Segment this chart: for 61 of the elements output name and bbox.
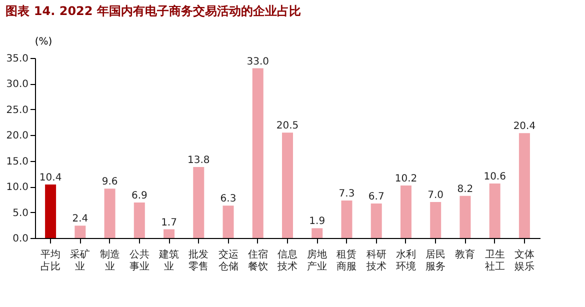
x-tick-label: 租赁商服: [336, 248, 357, 272]
y-tick-label: 30.0: [6, 79, 28, 90]
x-tick-label: 信息技术: [276, 248, 298, 272]
x-tick-label: 卫生社工: [484, 248, 505, 272]
bar: [252, 68, 264, 238]
y-tick-label: 35.0: [6, 54, 28, 64]
bar: [164, 229, 175, 238]
bar: [518, 133, 530, 238]
data-label: 20.4: [513, 121, 536, 132]
bar: [74, 226, 86, 238]
data-label: 6.3: [220, 194, 236, 205]
bar: [193, 167, 204, 238]
data-label: 6.7: [368, 192, 384, 203]
x-tick-label: 科研技术: [365, 248, 386, 272]
x-tick-label: 住宿餐饮: [248, 248, 268, 272]
bar: [104, 188, 116, 238]
bar: [370, 204, 382, 238]
y-axis-title: (%): [34, 36, 52, 48]
x-tick-label: 建筑业: [158, 248, 180, 272]
data-label: 1.7: [161, 217, 177, 228]
bar: [134, 202, 145, 238]
data-label: 7.3: [338, 188, 355, 200]
bar: [45, 184, 56, 238]
data-label: 33.0: [246, 56, 270, 68]
bar: [282, 132, 293, 238]
bar: [400, 186, 412, 238]
data-label: 7.0: [428, 190, 444, 201]
bar: [430, 202, 442, 238]
bar: [460, 196, 471, 238]
x-tick-label: 交运仓储: [218, 248, 238, 272]
y-tick-label: 10.0: [6, 182, 28, 194]
bar: [341, 200, 352, 238]
x-tick-label: 居民服务: [426, 250, 446, 272]
data-label: 8.2: [457, 184, 474, 195]
data-label: 10.4: [39, 172, 62, 184]
x-tick-label: 文体娱乐: [514, 248, 534, 272]
data-label: 6.9: [131, 190, 148, 202]
bar: [222, 206, 234, 238]
x-tick-label: 采矿业: [70, 248, 90, 272]
data-label: 2.4: [72, 214, 88, 225]
data-label: 13.8: [188, 155, 210, 166]
x-tick-label: 水利环境: [396, 248, 416, 272]
y-tick-label: 25.0: [6, 104, 28, 116]
y-tick-label: 20.0: [6, 130, 28, 142]
data-label: 10.2: [394, 174, 418, 185]
y-tick-label: 5.0: [12, 208, 28, 219]
bar: [312, 228, 323, 238]
data-label: 1.9: [309, 216, 326, 228]
y-tick-label: 0.0: [12, 234, 28, 244]
data-label: 10.6: [484, 171, 506, 182]
x-tick-label: 教育: [455, 248, 476, 260]
x-tick-label: 制造业: [100, 248, 120, 272]
x-tick-label: 房地产业: [307, 248, 328, 272]
x-tick-label: 批发零售: [188, 248, 209, 272]
x-tick-label: 公共事业: [129, 248, 150, 272]
y-tick-label: 15.0: [6, 156, 28, 168]
bar: [489, 183, 500, 238]
data-label: 20.5: [276, 120, 299, 132]
chart-title: 图表 14. 2022 年国内有电子商务交易活动的企业占比: [6, 4, 301, 18]
data-label: 9.6: [102, 176, 118, 188]
x-tick-label: 平均占比: [40, 248, 61, 272]
